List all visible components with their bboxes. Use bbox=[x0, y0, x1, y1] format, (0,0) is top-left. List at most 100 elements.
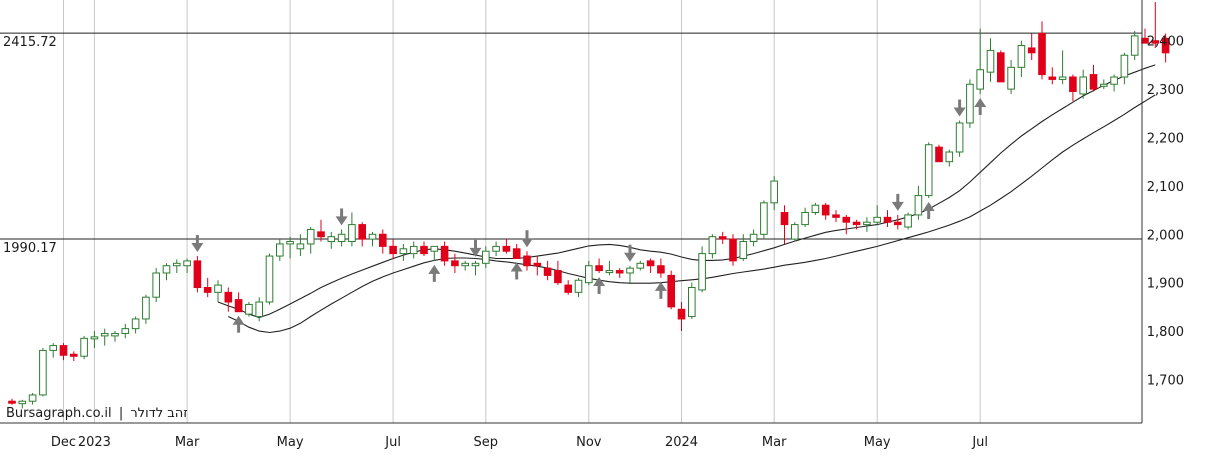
candle bbox=[564, 280, 573, 295]
candle bbox=[574, 277, 583, 298]
candle bbox=[368, 231, 377, 247]
candle bbox=[234, 292, 243, 313]
candle bbox=[379, 229, 387, 254]
candle bbox=[461, 260, 469, 271]
candle-body-up bbox=[18, 400, 27, 405]
candle bbox=[337, 229, 346, 247]
arrow-head bbox=[624, 252, 636, 262]
x-tick-label: May bbox=[864, 435, 891, 450]
arrow-head bbox=[891, 201, 904, 211]
candle-body-up bbox=[986, 49, 995, 73]
candle-body-up bbox=[90, 336, 99, 340]
candle-body-up bbox=[399, 248, 408, 255]
candle-body-up bbox=[749, 233, 758, 243]
candle bbox=[935, 144, 943, 163]
candle-body-up bbox=[955, 122, 964, 153]
candle-body-up bbox=[121, 328, 130, 334]
candle-body-up bbox=[791, 224, 799, 240]
candle-body-up bbox=[811, 204, 820, 213]
y-tick-label: 1,700 bbox=[1147, 373, 1184, 388]
candle-body-up bbox=[1120, 54, 1129, 78]
candle bbox=[70, 351, 78, 362]
candle bbox=[399, 243, 408, 261]
candle-body-up bbox=[492, 245, 500, 252]
candle-body-down bbox=[667, 274, 676, 308]
candle-body-up bbox=[585, 265, 593, 284]
candle bbox=[863, 217, 871, 232]
sell-arrow-icon bbox=[891, 193, 904, 211]
candle-body-up bbox=[28, 394, 37, 402]
candle-body-down bbox=[935, 146, 943, 163]
candle bbox=[821, 202, 830, 220]
candle bbox=[657, 258, 665, 278]
candle-body-down bbox=[1069, 76, 1077, 93]
candle-body-down bbox=[1089, 74, 1098, 90]
candle-body-up bbox=[368, 233, 377, 240]
candle-body-down bbox=[523, 255, 531, 267]
candle bbox=[1007, 60, 1015, 94]
candle bbox=[100, 328, 109, 346]
moving-average-line bbox=[228, 94, 1156, 334]
candle bbox=[811, 202, 820, 215]
candle bbox=[224, 287, 233, 312]
candle bbox=[873, 205, 882, 225]
arrow-shaft bbox=[237, 322, 241, 333]
candle-body-up bbox=[739, 241, 748, 259]
brand-symbol-name: זהב לדולר bbox=[130, 406, 187, 421]
candle bbox=[214, 280, 222, 303]
candle-body-down bbox=[533, 262, 542, 267]
candle bbox=[492, 241, 500, 257]
candle bbox=[245, 302, 253, 317]
candle bbox=[1038, 21, 1046, 80]
candle bbox=[1151, 2, 1160, 48]
candle-body-up bbox=[327, 236, 336, 243]
candle-body-down bbox=[780, 212, 789, 226]
signal-arrows bbox=[191, 97, 987, 333]
level-lines: 2415.72 1990.17 bbox=[0, 32, 1142, 256]
candle bbox=[162, 263, 171, 281]
candle bbox=[482, 246, 490, 269]
candle-body-down bbox=[564, 284, 573, 293]
candle-body-up bbox=[80, 337, 88, 357]
candle bbox=[1048, 67, 1057, 85]
sell-arrow-icon bbox=[469, 239, 482, 257]
candle bbox=[780, 205, 789, 244]
candle bbox=[924, 142, 933, 198]
candle-body-down bbox=[379, 233, 387, 247]
candle-body-up bbox=[49, 345, 58, 351]
candle bbox=[348, 212, 356, 247]
arrow-shaft bbox=[340, 208, 344, 219]
arrow-shaft bbox=[195, 235, 199, 246]
candles bbox=[8, 2, 1170, 409]
candle bbox=[883, 210, 892, 228]
candle-body-up bbox=[574, 279, 583, 293]
candle bbox=[914, 185, 923, 220]
candle bbox=[327, 231, 336, 249]
candle bbox=[451, 253, 459, 273]
candle bbox=[1161, 33, 1170, 63]
candle-body-up bbox=[873, 216, 882, 223]
candle-body-down bbox=[543, 267, 552, 276]
candle-body-up bbox=[430, 245, 439, 252]
candle-body-up bbox=[945, 151, 954, 163]
buy-arrow-icon bbox=[922, 201, 935, 219]
candle bbox=[585, 260, 593, 286]
candle-body-up bbox=[348, 224, 356, 243]
candle-body-up bbox=[245, 303, 253, 315]
candle-body-up bbox=[966, 83, 974, 124]
candle-body-up bbox=[152, 272, 160, 298]
candle bbox=[739, 234, 748, 261]
level-label: 1990.17 bbox=[3, 241, 57, 256]
candle bbox=[945, 149, 954, 167]
candle bbox=[852, 219, 861, 230]
x-tick-label: Sep bbox=[474, 435, 499, 450]
candle bbox=[389, 239, 397, 259]
candle-body-up bbox=[162, 265, 171, 274]
candle bbox=[966, 79, 974, 128]
candle bbox=[1069, 74, 1077, 102]
x-tick-label: Dec bbox=[51, 435, 76, 450]
candle-body-down bbox=[883, 216, 892, 223]
arrow-shaft bbox=[927, 208, 931, 219]
candle-body-down bbox=[224, 291, 233, 303]
